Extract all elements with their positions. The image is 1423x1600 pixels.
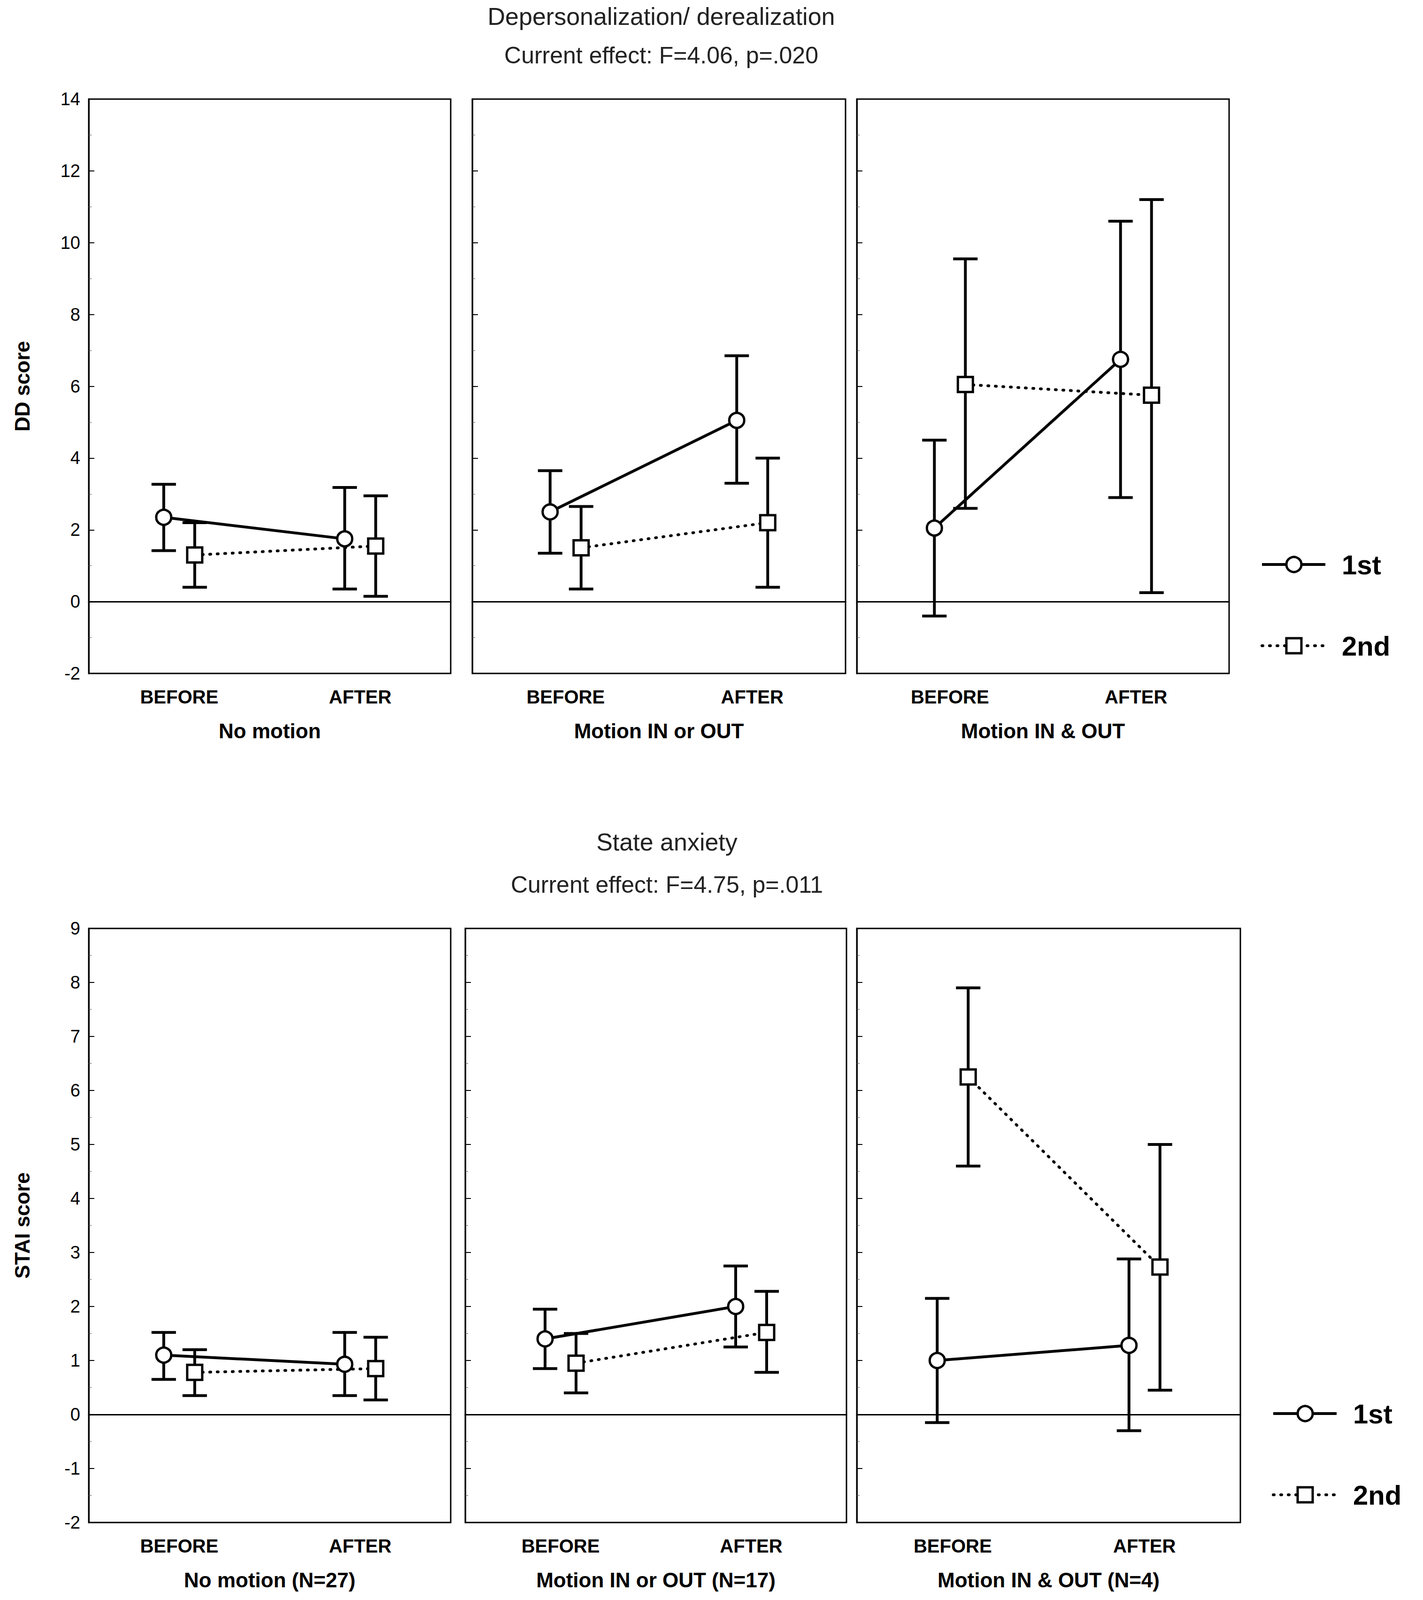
- svg-text:2nd: 2nd: [1353, 1479, 1402, 1510]
- svg-text:Motion IN or OUT (N=17): Motion IN or OUT (N=17): [536, 1568, 776, 1592]
- svg-text:AFTER: AFTER: [1113, 1535, 1176, 1556]
- svg-text:0: 0: [70, 1404, 81, 1424]
- svg-text:1st: 1st: [1341, 549, 1382, 580]
- svg-text:BEFORE: BEFORE: [913, 1535, 993, 1556]
- svg-text:14: 14: [60, 89, 81, 109]
- svg-text:-2: -2: [64, 1512, 81, 1532]
- svg-text:BEFORE: BEFORE: [139, 686, 219, 708]
- svg-text:2nd: 2nd: [1341, 630, 1391, 662]
- svg-text:BEFORE: BEFORE: [526, 686, 605, 708]
- svg-text:6: 6: [70, 376, 81, 397]
- svg-text:Motion IN & OUT (N=4): Motion IN & OUT (N=4): [937, 1568, 1160, 1592]
- svg-text:1st: 1st: [1353, 1398, 1393, 1429]
- svg-text:AFTER: AFTER: [329, 686, 392, 708]
- svg-text:Current effect: F=4.75, p=.011: Current effect: F=4.75, p=.011: [510, 871, 824, 898]
- svg-text:AFTER: AFTER: [721, 686, 784, 708]
- svg-text:2: 2: [70, 519, 81, 540]
- svg-text:10: 10: [60, 232, 81, 253]
- svg-text:STAI score: STAI score: [10, 1171, 34, 1279]
- svg-text:8: 8: [70, 304, 81, 325]
- svg-text:Motion IN or OUT: Motion IN or OUT: [574, 719, 745, 743]
- svg-text:No motion: No motion: [218, 719, 322, 743]
- svg-text:4: 4: [70, 447, 81, 468]
- svg-text:BEFORE: BEFORE: [139, 1535, 219, 1556]
- svg-text:AFTER: AFTER: [719, 1535, 783, 1556]
- svg-text:Current effect: F=4.06, p=.020: Current effect: F=4.06, p=.020: [504, 42, 819, 69]
- svg-text:No motion (N=27): No motion (N=27): [184, 1568, 356, 1592]
- svg-text:0: 0: [70, 591, 81, 612]
- svg-text:1: 1: [70, 1350, 81, 1370]
- svg-text:Motion IN & OUT: Motion IN & OUT: [961, 719, 1126, 743]
- svg-text:7: 7: [70, 1026, 81, 1047]
- svg-text:6: 6: [70, 1080, 81, 1100]
- svg-text:State anxiety: State anxiety: [596, 828, 738, 856]
- svg-text:BEFORE: BEFORE: [910, 686, 990, 708]
- svg-text:-2: -2: [64, 663, 81, 684]
- svg-text:-1: -1: [64, 1458, 81, 1478]
- svg-text:AFTER: AFTER: [1104, 686, 1168, 708]
- svg-text:9: 9: [70, 918, 81, 939]
- svg-text:8: 8: [70, 972, 81, 993]
- svg-text:DD score: DD score: [10, 340, 34, 432]
- svg-text:AFTER: AFTER: [329, 1535, 392, 1556]
- svg-text:BEFORE: BEFORE: [521, 1535, 600, 1556]
- svg-text:3: 3: [70, 1242, 81, 1262]
- svg-text:Depersonalization/ derealizati: Depersonalization/ derealization: [487, 2, 835, 31]
- svg-text:12: 12: [60, 161, 81, 181]
- svg-text:2: 2: [70, 1296, 81, 1316]
- svg-text:4: 4: [70, 1188, 81, 1208]
- svg-text:5: 5: [70, 1134, 81, 1154]
